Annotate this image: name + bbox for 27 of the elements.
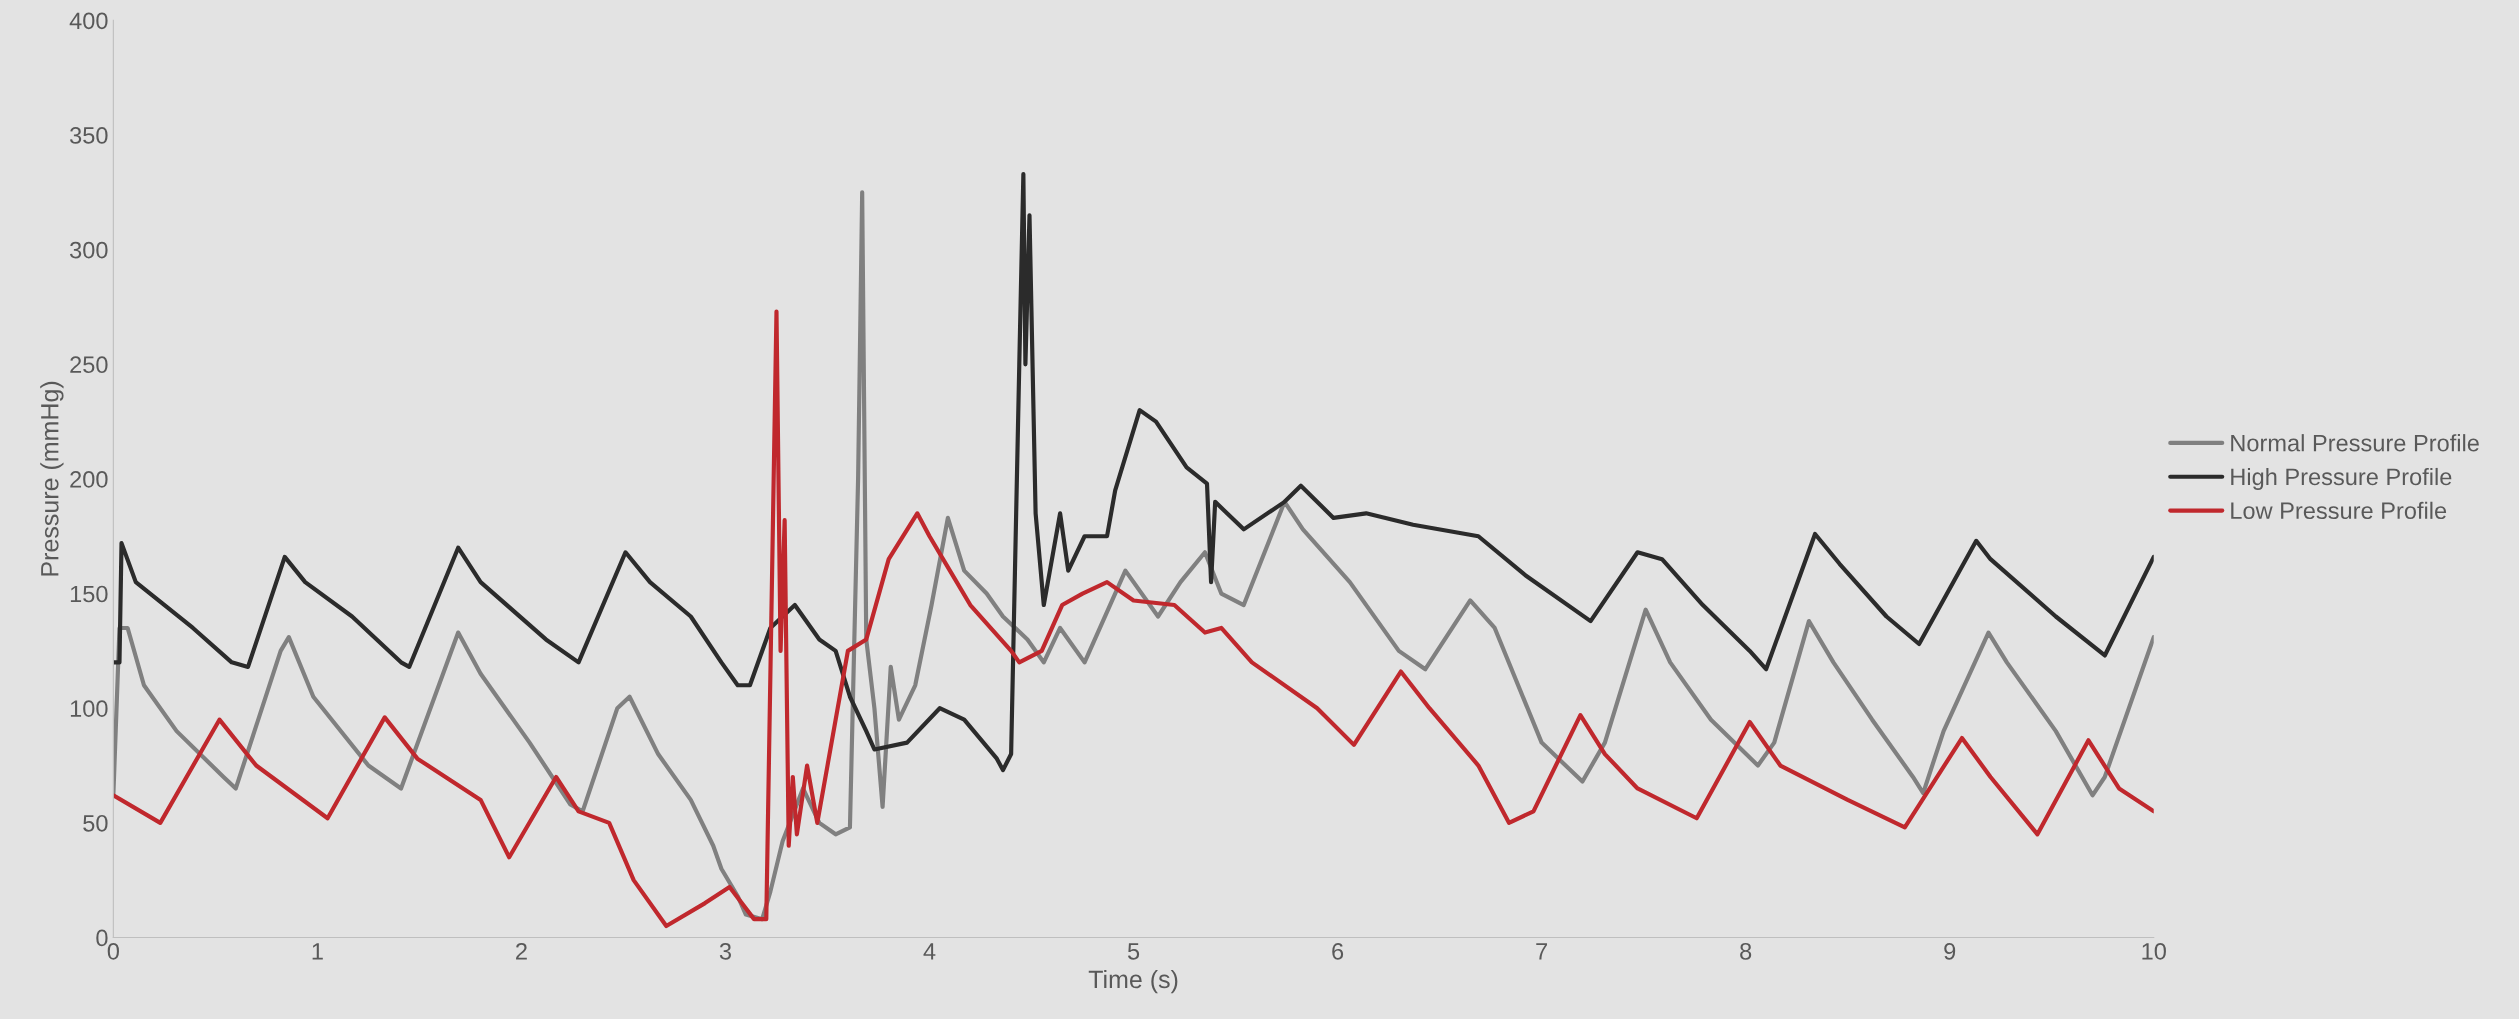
y-tick-label: 250 bbox=[70, 356, 108, 374]
x-tick-label: 10 bbox=[2142, 942, 2166, 960]
y-tick-label: 150 bbox=[70, 585, 108, 603]
line-series bbox=[113, 171, 2154, 773]
y-tick-label: 300 bbox=[70, 241, 108, 259]
x-axis-title: Time (s) bbox=[1088, 969, 1178, 994]
y-axis-title: Pressure (mmHg) bbox=[40, 381, 64, 576]
y-tick-label: 350 bbox=[70, 127, 108, 144]
x-tick-label: 2 bbox=[516, 942, 527, 960]
x-tick-label: 9 bbox=[1944, 942, 1956, 960]
y-tick-label: 200 bbox=[70, 471, 108, 488]
legend-label: Low Pressure Profile bbox=[2231, 501, 2447, 520]
x-tick-label: 6 bbox=[1332, 942, 1344, 960]
y-tick-label: 100 bbox=[70, 700, 108, 717]
line-series bbox=[113, 309, 2154, 929]
x-tick-label: 1 bbox=[312, 943, 323, 960]
legend-label: Normal Pressure Profile bbox=[2231, 434, 2479, 452]
y-tick-label: 400 bbox=[69, 12, 108, 30]
x-tick-label: 7 bbox=[1536, 943, 1548, 960]
y-tick-label: 50 bbox=[83, 814, 108, 832]
x-tick-label: 4 bbox=[923, 943, 936, 960]
x-tick-label: 0 bbox=[107, 942, 119, 960]
x-tick-label: 3 bbox=[719, 942, 731, 960]
legend-label: High Pressure Profile bbox=[2231, 467, 2452, 490]
y-tick-label: 0 bbox=[96, 929, 108, 947]
x-tick-label: 8 bbox=[1740, 942, 1752, 960]
x-tick-label: 5 bbox=[1127, 943, 1140, 960]
